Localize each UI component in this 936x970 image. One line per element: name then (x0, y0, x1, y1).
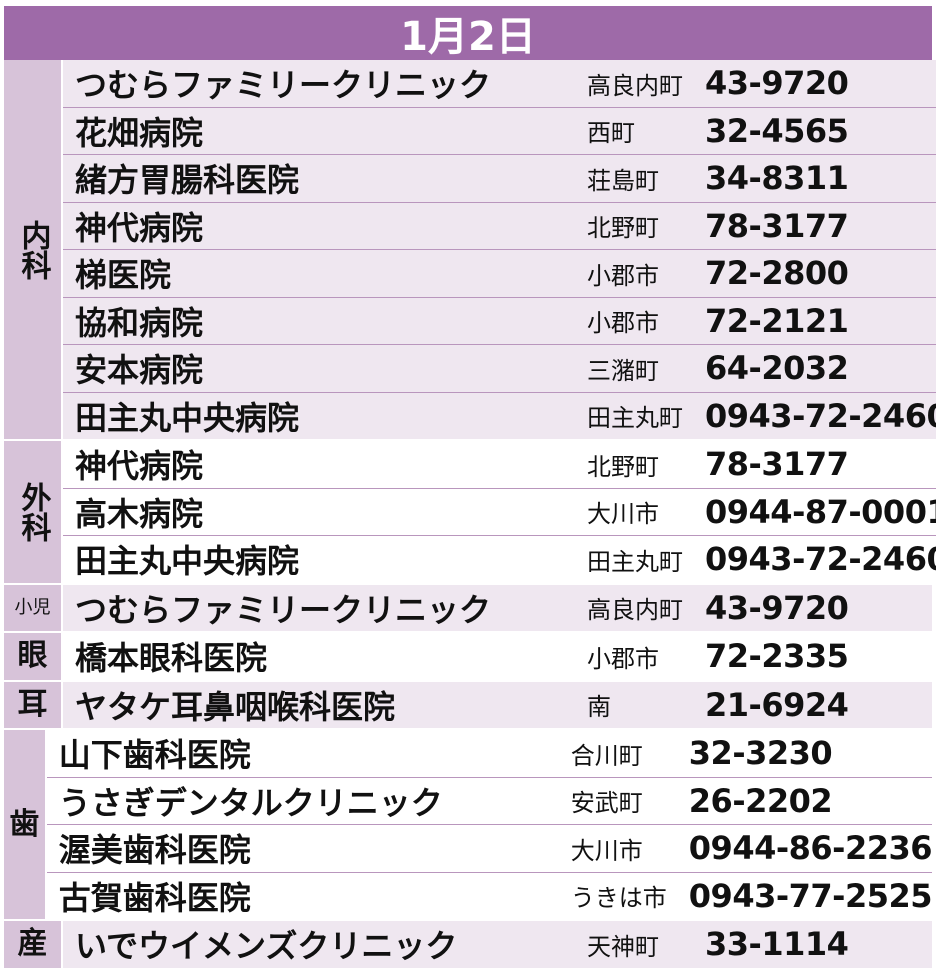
clinic-town: 小郡市 (587, 644, 659, 673)
clinic-town: 天神町 (587, 921, 705, 968)
dept-group: 外科 神代病院 北野町 78-3177 高木病院 大川市 0944-87-0001 田主丸中央… (4, 441, 936, 585)
dept-label: 産 (4, 921, 63, 968)
clinic-phone: 26-2202 (688, 781, 833, 820)
clinic-name: 神代病院 (75, 447, 204, 486)
table-row: 安本病院 三潴町 64-2032 (63, 345, 936, 393)
table-row: ヤタケ耳鼻咽喉科医院南 21-6924 (63, 681, 932, 728)
clinic-name: 田主丸中央病院 (63, 392, 587, 439)
clinic-town: 合川町 (570, 741, 643, 770)
dept-group: 耳ヤタケ耳鼻咽喉科医院南 21-6924 (4, 681, 932, 730)
table-row: 協和病院 小郡市 72-2121 (63, 297, 936, 345)
clinic-phone: 78-3177 (705, 445, 849, 484)
clinic-phone: 64-2032 (705, 345, 936, 392)
clinic-phone: 21-6924 (705, 681, 932, 728)
clinic-name: 高木病院 (75, 494, 204, 533)
clinic-name: 山下歯科医院 (58, 736, 251, 775)
table-row: つむらファミリークリニック 高良内町 43-9720 (63, 584, 932, 631)
dept-label: 外科 (4, 441, 63, 583)
clinic-name: 安本病院 (63, 345, 587, 392)
clinic-name: つむらファミリークリニック (63, 60, 587, 107)
dept-label: 眼 (4, 633, 63, 680)
clinic-town: 大川市 (587, 500, 659, 529)
table-row: いでウイメンズクリニック 天神町 33-1114 (63, 921, 932, 968)
dept-group: 歯山下歯科医院 合川町 32-3230 うさぎデンタルクリニック 安武町 26-2202 渥… (4, 730, 932, 921)
clinic-town: 小郡市 (587, 250, 705, 297)
clinic-phone: 32-4565 (705, 107, 936, 154)
dept-label: 歯 (4, 730, 47, 919)
table-row: 橋本眼科医院 小郡市 72-2335 (63, 633, 932, 680)
clinic-phone: 0943-72-2460 (705, 540, 936, 579)
dept-group: 小児 つむらファミリークリニック 高良内町 43-9720 (4, 584, 932, 633)
table-row: 山下歯科医院 合川町 32-3230 (46, 730, 932, 778)
clinic-phone: 78-3177 (705, 202, 936, 249)
clinic-name: いでウイメンズクリニック (63, 921, 587, 968)
table-row: 田主丸中央病院 田主丸町 0943-72-2460 (63, 536, 936, 583)
clinic-phone: 72-2800 (705, 250, 936, 297)
clinic-phone: 43-9720 (705, 584, 932, 631)
clinic-name: 梯医院 (63, 250, 587, 297)
table-row: 渥美歯科医院 大川市 0944-86-2236 (46, 825, 932, 873)
clinic-name: 花畑病院 (63, 107, 587, 154)
clinic-name: ヤタケ耳鼻咽喉科医院 (63, 681, 587, 728)
clinic-name: 田主丸中央病院 (75, 542, 300, 581)
clinic-town: うきは市 (570, 884, 667, 913)
clinic-town: 西町 (587, 107, 705, 154)
clinic-name: 協和病院 (63, 297, 587, 344)
clinic-town: 北野町 (587, 452, 659, 481)
clinic-town: 高良内町 (587, 584, 705, 631)
clinic-town: 北野町 (587, 202, 705, 249)
table-row: つむらファミリークリニック 高良内町 43-9720 (63, 60, 936, 108)
clinic-town: 荘島町 (587, 155, 705, 202)
table-row: 花畑病院 西町 32-4565 (63, 107, 936, 155)
clinic-name: 神代病院 (63, 202, 587, 249)
clinic-name: 古賀歯科医院 (58, 878, 251, 917)
clinic-town: 高良内町 (587, 60, 705, 107)
table-row: 梯医院 小郡市 72-2800 (63, 250, 936, 298)
clinic-table: 内科 つむらファミリークリニック 高良内町 43-9720 花畑病院 西町 32-4565 緒… (4, 60, 936, 970)
clinic-phone: 32-3230 (688, 734, 833, 773)
dept-label: 内科 (4, 60, 63, 439)
clinic-phone: 0944-87-0001 (705, 492, 936, 531)
clinic-phone: 0943-77-2525 (688, 876, 932, 915)
clinic-phone: 43-9720 (705, 60, 936, 107)
clinic-phone: 34-8311 (705, 155, 936, 202)
clinic-town: 大川市 (570, 836, 643, 865)
clinic-town: 小郡市 (587, 297, 705, 344)
table-row: 神代病院 北野町 78-3177 (63, 202, 936, 250)
date-header: 1月2日 (4, 6, 932, 60)
clinic-phone: 33-1114 (705, 921, 932, 968)
clinic-name: つむらファミリークリニック (63, 584, 587, 631)
clinic-town: 田主丸町 (587, 392, 705, 439)
dept-label: 小児 (4, 584, 63, 631)
clinic-phone: 0943-72-2460 (705, 392, 936, 439)
clinic-name: うさぎデンタルクリニック (58, 783, 443, 822)
table-row: 神代病院 北野町 78-3177 (63, 441, 936, 489)
clinic-name: 橋本眼科医院 (75, 639, 268, 678)
dept-group: 眼橋本眼科医院 小郡市 72-2335 (4, 633, 932, 682)
dept-group: 産いでウイメンズクリニック 天神町 33-1114 (4, 921, 932, 970)
clinic-name: 緒方胃腸科医院 (63, 155, 587, 202)
table-row: 古賀歯科医院 うきは市 0943-77-2525 (47, 873, 932, 920)
table-row: 緒方胃腸科医院 荘島町 34-8311 (63, 155, 936, 203)
dept-label: 耳 (4, 681, 63, 728)
table-row: 高木病院 大川市 0944-87-0001 (63, 489, 936, 536)
clinic-town: 田主丸町 (587, 547, 683, 576)
dept-group: 内科 つむらファミリークリニック 高良内町 43-9720 花畑病院 西町 32-4565 緒… (4, 60, 936, 441)
clinic-town: 南 (587, 681, 705, 728)
clinic-town: 安武町 (570, 789, 643, 818)
table-row: 田主丸中央病院 田主丸町 0943-72-2460 (63, 392, 936, 439)
clinic-phone: 0944-86-2236 (688, 829, 932, 868)
clinic-town: 三潴町 (587, 345, 705, 392)
clinic-phone: 72-2335 (705, 637, 849, 676)
clinic-phone: 72-2121 (705, 297, 936, 344)
table-row: うさぎデンタルクリニック 安武町 26-2202 (46, 778, 932, 825)
clinic-name: 渥美歯科医院 (58, 831, 251, 870)
